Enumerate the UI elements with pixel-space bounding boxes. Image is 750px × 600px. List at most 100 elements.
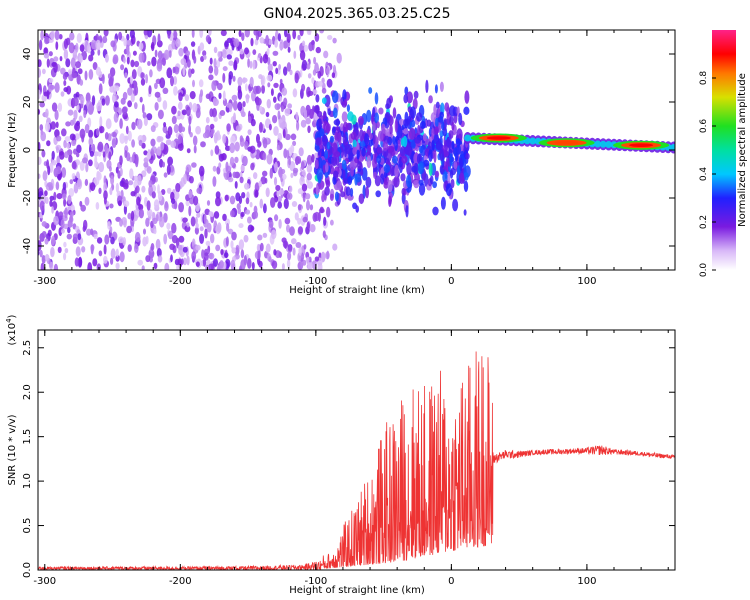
spectrogram-cell bbox=[332, 107, 338, 119]
spectrogram-cell bbox=[242, 101, 246, 108]
spectrogram-cell bbox=[256, 133, 260, 144]
spectrogram-cell bbox=[124, 150, 128, 158]
spectrogram-cell bbox=[314, 152, 319, 160]
spectrogram-cell bbox=[374, 92, 379, 105]
spectrogram-cell bbox=[169, 243, 176, 250]
spectrogram-cell bbox=[65, 58, 71, 68]
spectrogram-cell bbox=[44, 122, 51, 132]
spectrogram-cell bbox=[205, 124, 211, 134]
spectrogram-cell bbox=[233, 38, 240, 48]
x-tick-label: -300 bbox=[33, 276, 56, 287]
spectrogram-cell bbox=[88, 69, 94, 80]
spectrogram-cell bbox=[284, 30, 288, 38]
spectrogram-cell bbox=[332, 175, 337, 185]
spectrogram-cell bbox=[301, 83, 306, 92]
spectrogram-cell bbox=[456, 144, 462, 155]
spectrogram-cell bbox=[355, 205, 360, 213]
spectrogram-cell bbox=[188, 124, 192, 135]
spectrogram-cell bbox=[368, 87, 373, 94]
spectrogram-cell bbox=[127, 87, 133, 96]
spectrogram-cell bbox=[44, 36, 50, 45]
spectrogram-cell bbox=[306, 199, 310, 211]
spectrogram-cell bbox=[244, 140, 249, 150]
spectrogram-cell bbox=[146, 30, 153, 38]
spectrogram-cell bbox=[449, 105, 456, 117]
spectrogram-cell bbox=[188, 205, 192, 217]
spectrogram-cell bbox=[312, 89, 318, 95]
spectrogram-cell bbox=[434, 84, 438, 94]
spectrogram-cell bbox=[324, 186, 330, 196]
y-tick-label: -40 bbox=[22, 238, 33, 254]
spectrogram-cell bbox=[269, 167, 273, 179]
spectrogram-cell bbox=[212, 97, 217, 106]
spectrogram-cell bbox=[45, 196, 49, 204]
colorbar-tick-label: 0.6 bbox=[699, 119, 709, 134]
spectrogram-cell bbox=[434, 126, 439, 134]
spectrogram-cell bbox=[270, 197, 276, 208]
spectrogram-cell bbox=[214, 145, 220, 155]
spectrogram-cell bbox=[169, 164, 175, 173]
spectrogram-cell bbox=[118, 31, 123, 41]
spectrogram-cell bbox=[108, 151, 112, 161]
spectrogram-cell bbox=[428, 149, 433, 162]
spectrogram-cell bbox=[326, 206, 331, 218]
spectrogram-cell bbox=[137, 259, 143, 266]
spectrogram-cell bbox=[319, 128, 325, 137]
spectrogram-cell bbox=[208, 132, 214, 138]
spectrogram-cell bbox=[50, 31, 55, 40]
spectrogram-cell bbox=[386, 145, 394, 154]
spectrogram-cell bbox=[153, 199, 160, 210]
spectrogram-cell bbox=[171, 105, 177, 115]
spectrogram-cell bbox=[297, 204, 302, 211]
spectrogram-cell bbox=[275, 30, 279, 41]
spectrogram-cell bbox=[226, 54, 232, 60]
spectrogram-cell bbox=[79, 44, 85, 52]
spectrogram-cell bbox=[463, 106, 470, 116]
spectrogram-cell bbox=[331, 72, 336, 79]
snr-plot-area bbox=[38, 351, 675, 570]
spectrogram-cell bbox=[135, 185, 140, 194]
spectrogram-cell bbox=[276, 144, 280, 151]
spectrogram-cell bbox=[195, 222, 199, 229]
spectrogram-cell bbox=[126, 56, 130, 65]
spectrogram-cell bbox=[450, 178, 455, 189]
spectrogram-cell bbox=[222, 90, 226, 101]
spectrogram-cell bbox=[104, 53, 109, 63]
spectrogram-cell bbox=[449, 153, 453, 167]
spectrogram-cell bbox=[292, 247, 296, 256]
spectrogram-cell bbox=[79, 160, 85, 171]
x-tick-label: -200 bbox=[169, 276, 192, 287]
spectrogram-cell bbox=[274, 161, 278, 173]
spectrogram-cell bbox=[181, 109, 187, 116]
spectrogram-cell bbox=[150, 243, 155, 251]
spectrogram-cell bbox=[238, 223, 244, 229]
spectrogram-cell bbox=[458, 172, 465, 185]
spectrogram-cell bbox=[247, 258, 252, 269]
spectrogram-cell bbox=[346, 104, 350, 112]
spectrogram-cell bbox=[173, 30, 177, 39]
spectrogram-cell bbox=[289, 226, 295, 236]
x-tick-label: 100 bbox=[577, 576, 596, 587]
spectrogram-cell bbox=[247, 216, 252, 224]
spectrogram-cell bbox=[240, 259, 246, 270]
spectrogram-cell bbox=[63, 87, 69, 93]
spectrogram-cell bbox=[143, 161, 149, 168]
spectrogram-cell bbox=[164, 49, 170, 60]
spectrogram-cell bbox=[304, 109, 308, 120]
spectrogram-cell bbox=[185, 164, 192, 173]
spectrogram-cell bbox=[290, 172, 294, 179]
spectrogram-cell bbox=[162, 125, 168, 134]
spectrogram-cell bbox=[155, 213, 159, 222]
spectrogram-cell bbox=[234, 181, 238, 189]
spectrogram-cell bbox=[186, 148, 191, 154]
spectrogram-cell bbox=[347, 176, 353, 186]
spectrogram-cell bbox=[274, 39, 278, 48]
spectrogram-cell bbox=[247, 58, 251, 68]
spectrogram-cell bbox=[200, 141, 206, 148]
spectrogram-cell bbox=[188, 190, 193, 199]
spectrogram-cell bbox=[65, 37, 71, 46]
spectrogram-cell bbox=[366, 109, 372, 123]
spectrogram-cell bbox=[376, 146, 383, 154]
spectrogram-cell bbox=[295, 156, 302, 163]
spectrogram-cell bbox=[110, 236, 115, 245]
